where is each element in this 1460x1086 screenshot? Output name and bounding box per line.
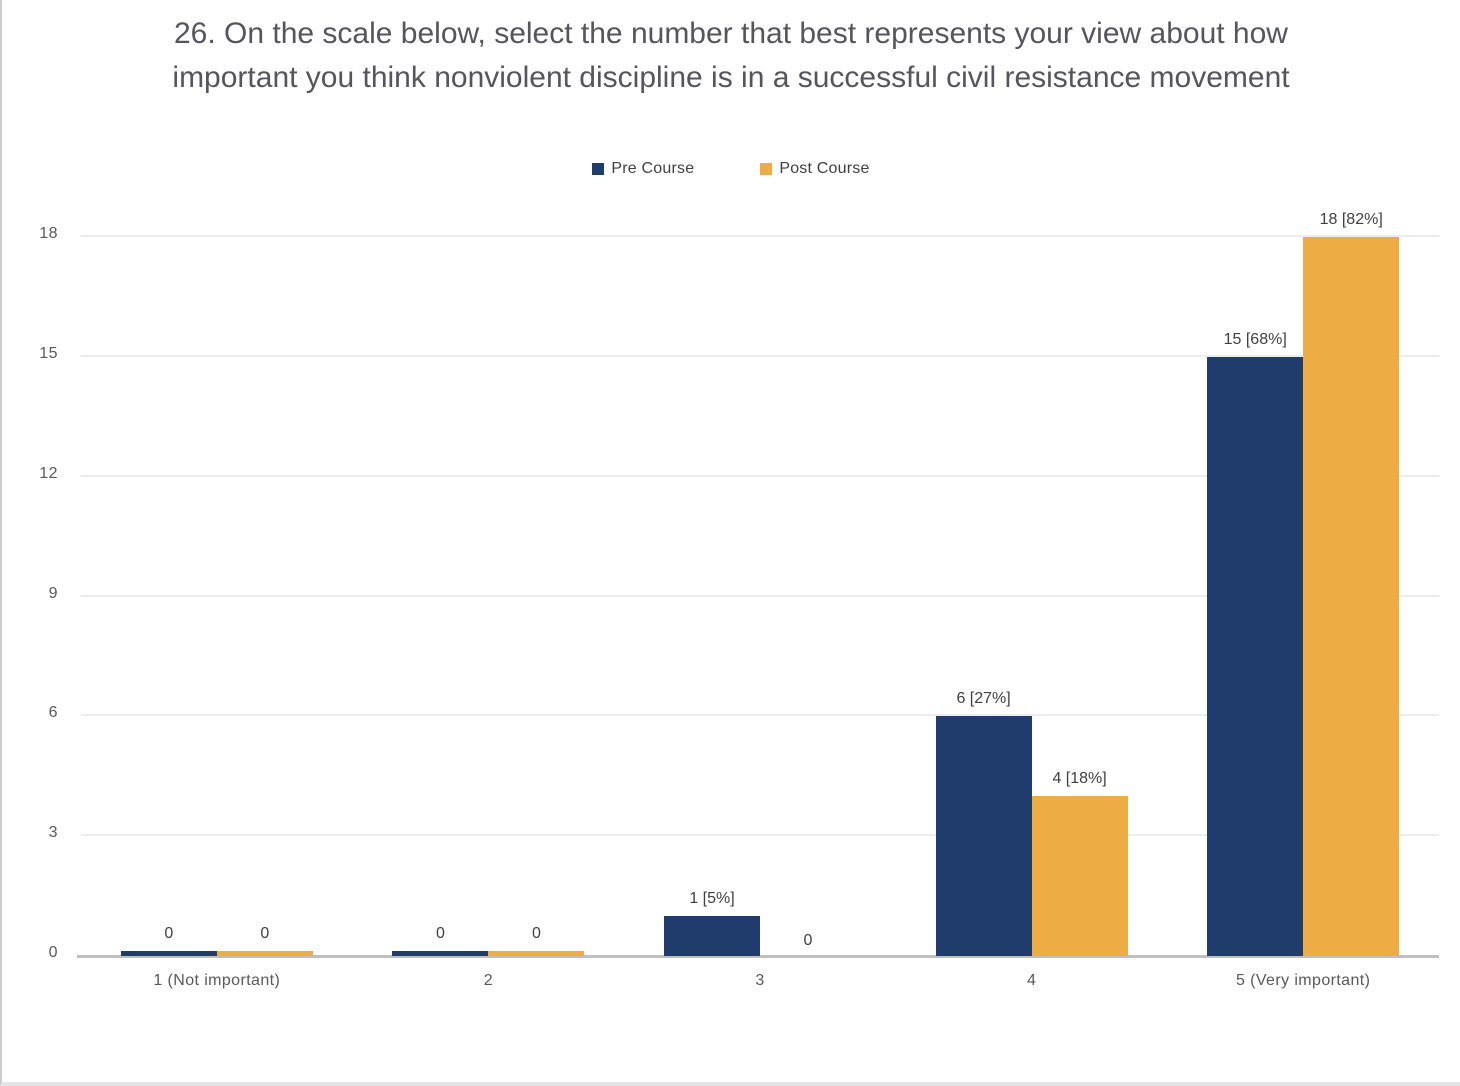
pre-course-swatch-icon	[592, 163, 605, 175]
x-axis-tick-3: 3	[755, 972, 765, 989]
gridline-y-6	[81, 714, 1439, 717]
legend-item-post-course: Post Course	[760, 160, 869, 178]
bar-pre-course-cat1	[120, 951, 217, 956]
data-label-post-course-cat5: 18 [82%]	[1319, 211, 1383, 228]
bar-pre-course-cat4	[935, 716, 1032, 956]
bar-post-course-cat1	[216, 951, 313, 956]
y-axis-tick-15: 15	[39, 344, 58, 362]
bar-post-course-cat2	[488, 951, 585, 956]
y-axis-tick-0: 0	[48, 944, 58, 961]
plot-area: 0 0 1 [5%] 6 [27%] 15 [68%] 0 0 0 4 [18%] 18 [82%…	[77, 211, 1439, 958]
bar-post-course-cat4	[1031, 796, 1128, 956]
x-axis-tick-2: 2	[483, 972, 494, 989]
x-axis-tick-1: 1 (Not important)	[153, 972, 281, 989]
gridline-y-3	[81, 834, 1439, 837]
bar-pre-course-cat5	[1207, 356, 1304, 956]
data-label-post-course-cat4: 4 [18%]	[1052, 770, 1107, 788]
gridline-y-12	[81, 474, 1439, 477]
y-axis-tick-12: 12	[39, 464, 58, 482]
chart-title: 26. On the scale below, select the numbe…	[172, 17, 1290, 94]
bar-post-course-cat5	[1303, 237, 1400, 956]
y-axis-tick-18: 18	[39, 225, 58, 242]
data-label-pre-course-cat1: 0	[164, 925, 174, 942]
data-label-pre-course-cat5: 15 [68%]	[1223, 330, 1287, 348]
x-axis-line	[77, 955, 1439, 958]
gridline-y-18	[81, 235, 1439, 237]
gridline-y-9	[81, 594, 1439, 597]
y-axis-tick-3: 3	[48, 824, 58, 842]
data-label-post-course-cat1: 0	[260, 925, 270, 942]
legend-item-pre-course: Pre Course	[592, 160, 694, 178]
bar-pre-course-cat2	[392, 951, 489, 956]
data-label-post-course-cat3: 0	[803, 932, 813, 949]
x-axis-tick-5: 5 (Very important)	[1236, 972, 1371, 989]
data-label-pre-course-cat4: 6 [27%]	[956, 690, 1011, 708]
legend: Pre Course Post Course	[2, 160, 1460, 178]
data-label-pre-course-cat2: 0	[435, 925, 445, 942]
legend-label-pre-course: Pre Course	[611, 160, 695, 177]
data-label-post-course-cat2: 0	[531, 925, 541, 942]
data-label-pre-course-cat3: 1 [5%]	[689, 890, 735, 908]
bar-pre-course-cat3	[664, 916, 760, 956]
x-axis-tick-4: 4	[1026, 972, 1037, 989]
post-course-swatch-icon	[760, 163, 773, 175]
gridline-y-15	[81, 354, 1439, 357]
y-axis-tick-9: 9	[48, 584, 58, 602]
y-axis-tick-6: 6	[48, 704, 58, 722]
legend-label-post-course: Post Course	[779, 160, 870, 177]
